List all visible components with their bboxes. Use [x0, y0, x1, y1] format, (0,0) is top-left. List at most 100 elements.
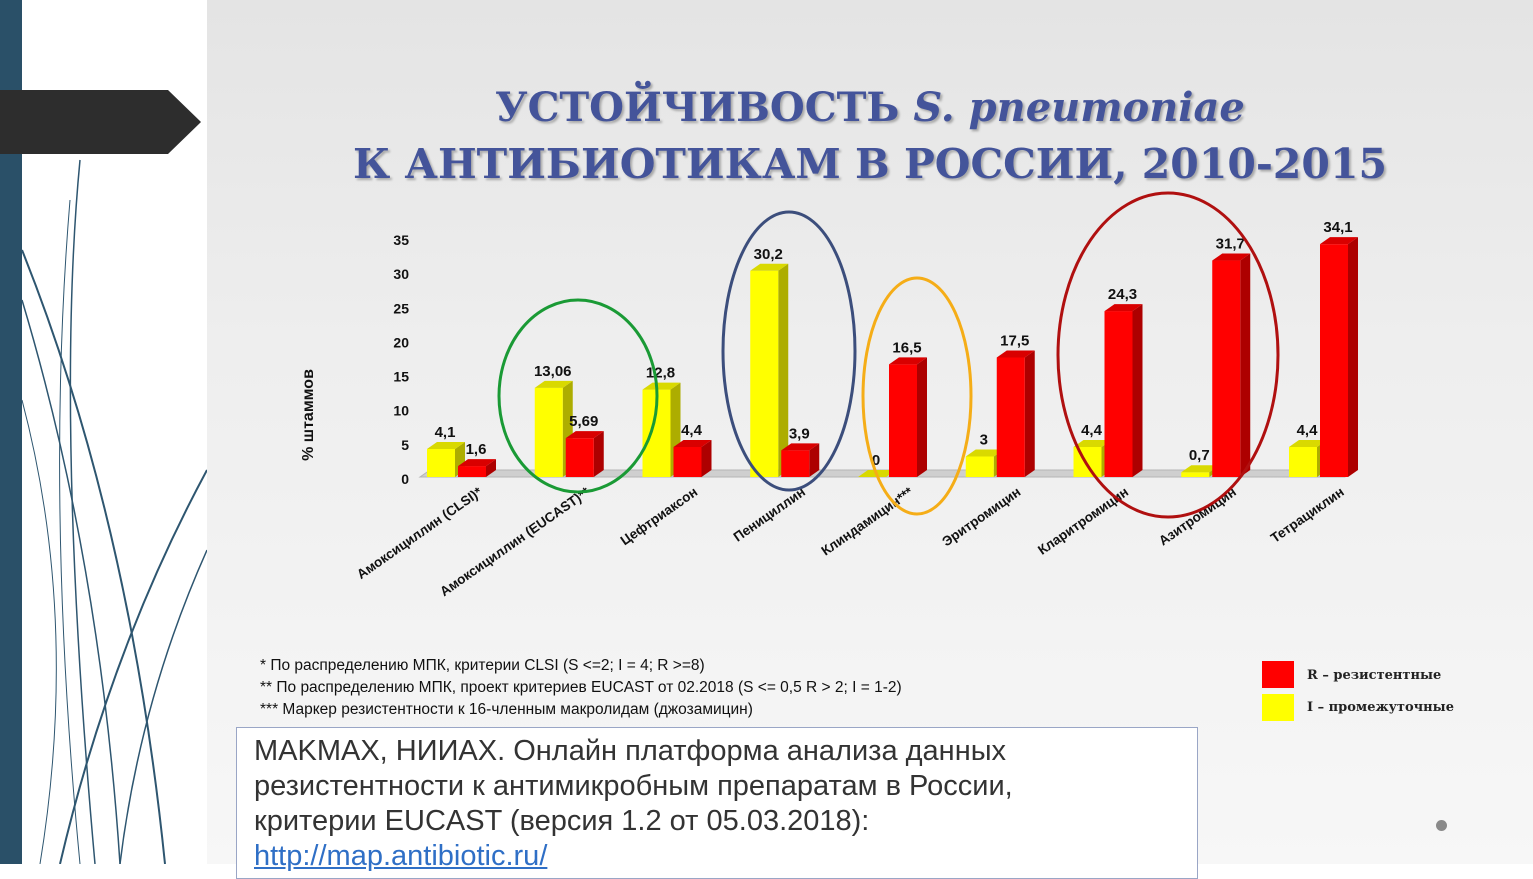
citation-line-2: резистентности к антимикробным препарата…	[254, 770, 1013, 802]
bar-intermediate-top	[534, 380, 573, 388]
data-label-intermediate: 3	[980, 432, 988, 449]
bar-intermediate	[534, 387, 563, 477]
x-tick-label: Клиндамицин***	[819, 484, 917, 559]
data-label-resistant: 4,4	[681, 422, 703, 439]
bar-intermediate-top	[750, 263, 789, 271]
bar-resistant-side	[1024, 350, 1035, 477]
legend-label-intermediate: I – промежуточные	[1307, 700, 1454, 715]
x-tick-label: Эритромицин	[939, 484, 1023, 549]
bar-resistant-top	[458, 459, 496, 467]
x-tick-label: Пенициллин	[731, 484, 808, 544]
bar-intermediate	[965, 456, 994, 477]
data-label-intermediate: 0	[872, 452, 880, 469]
bar-intermediate-top	[642, 382, 681, 390]
bar-intermediate	[1289, 446, 1317, 477]
y-tick-label: 15	[393, 369, 409, 385]
bar-resistant-top	[1320, 237, 1358, 245]
bar-resistant	[673, 446, 702, 477]
bar-resistant	[781, 450, 810, 477]
footnote-eucast: ** По распределению МПК, проект критерие…	[260, 679, 902, 696]
bar-resistant-side	[593, 431, 604, 477]
bar-intermediate	[750, 270, 779, 477]
legend-swatch-resistant	[1262, 661, 1294, 688]
bar-resistant-side	[1240, 253, 1251, 477]
data-label-intermediate: 4,1	[435, 424, 456, 441]
slide-panel	[207, 0, 1533, 864]
arrow-tab	[0, 90, 201, 154]
y-tick-label: 10	[393, 403, 409, 419]
citation-line-3: критерии EUCAST (версия 1.2 от 05.03.201…	[254, 805, 870, 837]
legend-label-resistant: R – резистентные	[1307, 668, 1442, 683]
data-label-resistant: 5,69	[569, 413, 598, 430]
highlight-macrolides	[1056, 191, 1280, 519]
bar-intermediate	[1181, 472, 1210, 477]
bar-resistant-side	[917, 357, 927, 477]
footnote-resistance-marker: *** Маркер резистентности к 16-членным м…	[260, 701, 753, 718]
bar-intermediate	[427, 449, 455, 477]
x-tick-label: Кларитромицин	[1035, 484, 1131, 558]
highlight-penicillin	[721, 210, 857, 492]
bar-resistant	[996, 357, 1025, 477]
decorative-curves	[21, 159, 207, 864]
bar-resistant-side	[1132, 304, 1143, 477]
data-label-intermediate: 30,2	[754, 246, 783, 263]
x-tick-label: Тетрациклин	[1268, 484, 1347, 546]
footnote-clsi: * По распределению МПК, критерии CLSI (S…	[260, 657, 705, 674]
y-axis-label: % штаммов	[300, 369, 317, 461]
data-label-intermediate: 0,7	[1189, 447, 1210, 464]
bar-intermediate-top	[1289, 439, 1327, 447]
bar-intermediate	[1073, 446, 1102, 477]
bar-resistant-top	[1104, 304, 1143, 312]
data-label-resistant: 3,9	[789, 425, 810, 442]
data-label-resistant: 31,7	[1216, 236, 1245, 253]
bar-intermediate-top	[965, 449, 1004, 457]
data-label-intermediate: 13,06	[534, 363, 572, 380]
bar-intermediate-top	[427, 442, 465, 450]
y-tick-label: 25	[393, 300, 409, 316]
bar-resistant-side	[701, 439, 712, 477]
data-label-resistant: 24,3	[1108, 286, 1137, 303]
chart-title-line-1: УСТОЙЧИВОСТЬ S. pneumoniae	[495, 84, 1245, 131]
highlight-clindamycin	[861, 276, 973, 516]
bar-resistant-top	[781, 443, 820, 451]
bar-resistant-top	[565, 431, 604, 439]
bar-resistant	[889, 364, 917, 477]
legend-swatch-intermediate	[1262, 694, 1294, 721]
highlight-amoxicillin-eucast	[497, 298, 659, 494]
bar-intermediate-side	[778, 263, 789, 477]
bar-resistant	[1212, 260, 1241, 477]
citation-box	[236, 727, 1198, 879]
data-label-intermediate: 4,4	[1081, 422, 1103, 439]
bar-resistant-side	[809, 443, 820, 477]
y-tick-label: 5	[401, 437, 409, 453]
x-tick-label: Цефтриаксон	[618, 484, 701, 548]
bar-resistant	[458, 466, 486, 477]
y-tick-label: 30	[393, 266, 409, 282]
bar-resistant	[1104, 311, 1133, 477]
y-tick-label: 0	[401, 471, 409, 487]
data-label-intermediate: 4,4	[1297, 422, 1319, 439]
bar-intermediate-top	[1073, 439, 1112, 447]
left-accent-bar	[0, 0, 22, 864]
y-tick-label: 20	[393, 334, 409, 350]
species-name: S. pneumoniae	[913, 84, 1245, 131]
data-label-resistant: 1,6	[466, 441, 487, 458]
data-label-resistant: 34,1	[1323, 219, 1352, 236]
citation-link[interactable]: http://map.antibiotic.ru/	[254, 840, 548, 872]
data-label-resistant: 17,5	[1000, 333, 1029, 350]
bar-intermediate-top	[1181, 465, 1220, 473]
bar-resistant-top	[673, 439, 712, 447]
data-label-intermediate: 12,8	[646, 365, 675, 382]
bar-resistant-top	[889, 357, 927, 365]
slide-bullet-dot	[1436, 820, 1447, 831]
bar-resistant-top	[1212, 253, 1251, 261]
bar-resistant-side	[1348, 237, 1358, 477]
bar-resistant	[565, 438, 594, 477]
bar-resistant-side	[486, 459, 496, 477]
data-label-resistant: 16,5	[892, 339, 921, 356]
y-tick-label: 35	[393, 232, 409, 248]
citation-line-1: MAKMAX, НИИАХ. Онлайн платформа анализа …	[254, 735, 1007, 767]
bar-resistant	[1320, 244, 1348, 477]
bar-resistant-top	[996, 350, 1035, 358]
